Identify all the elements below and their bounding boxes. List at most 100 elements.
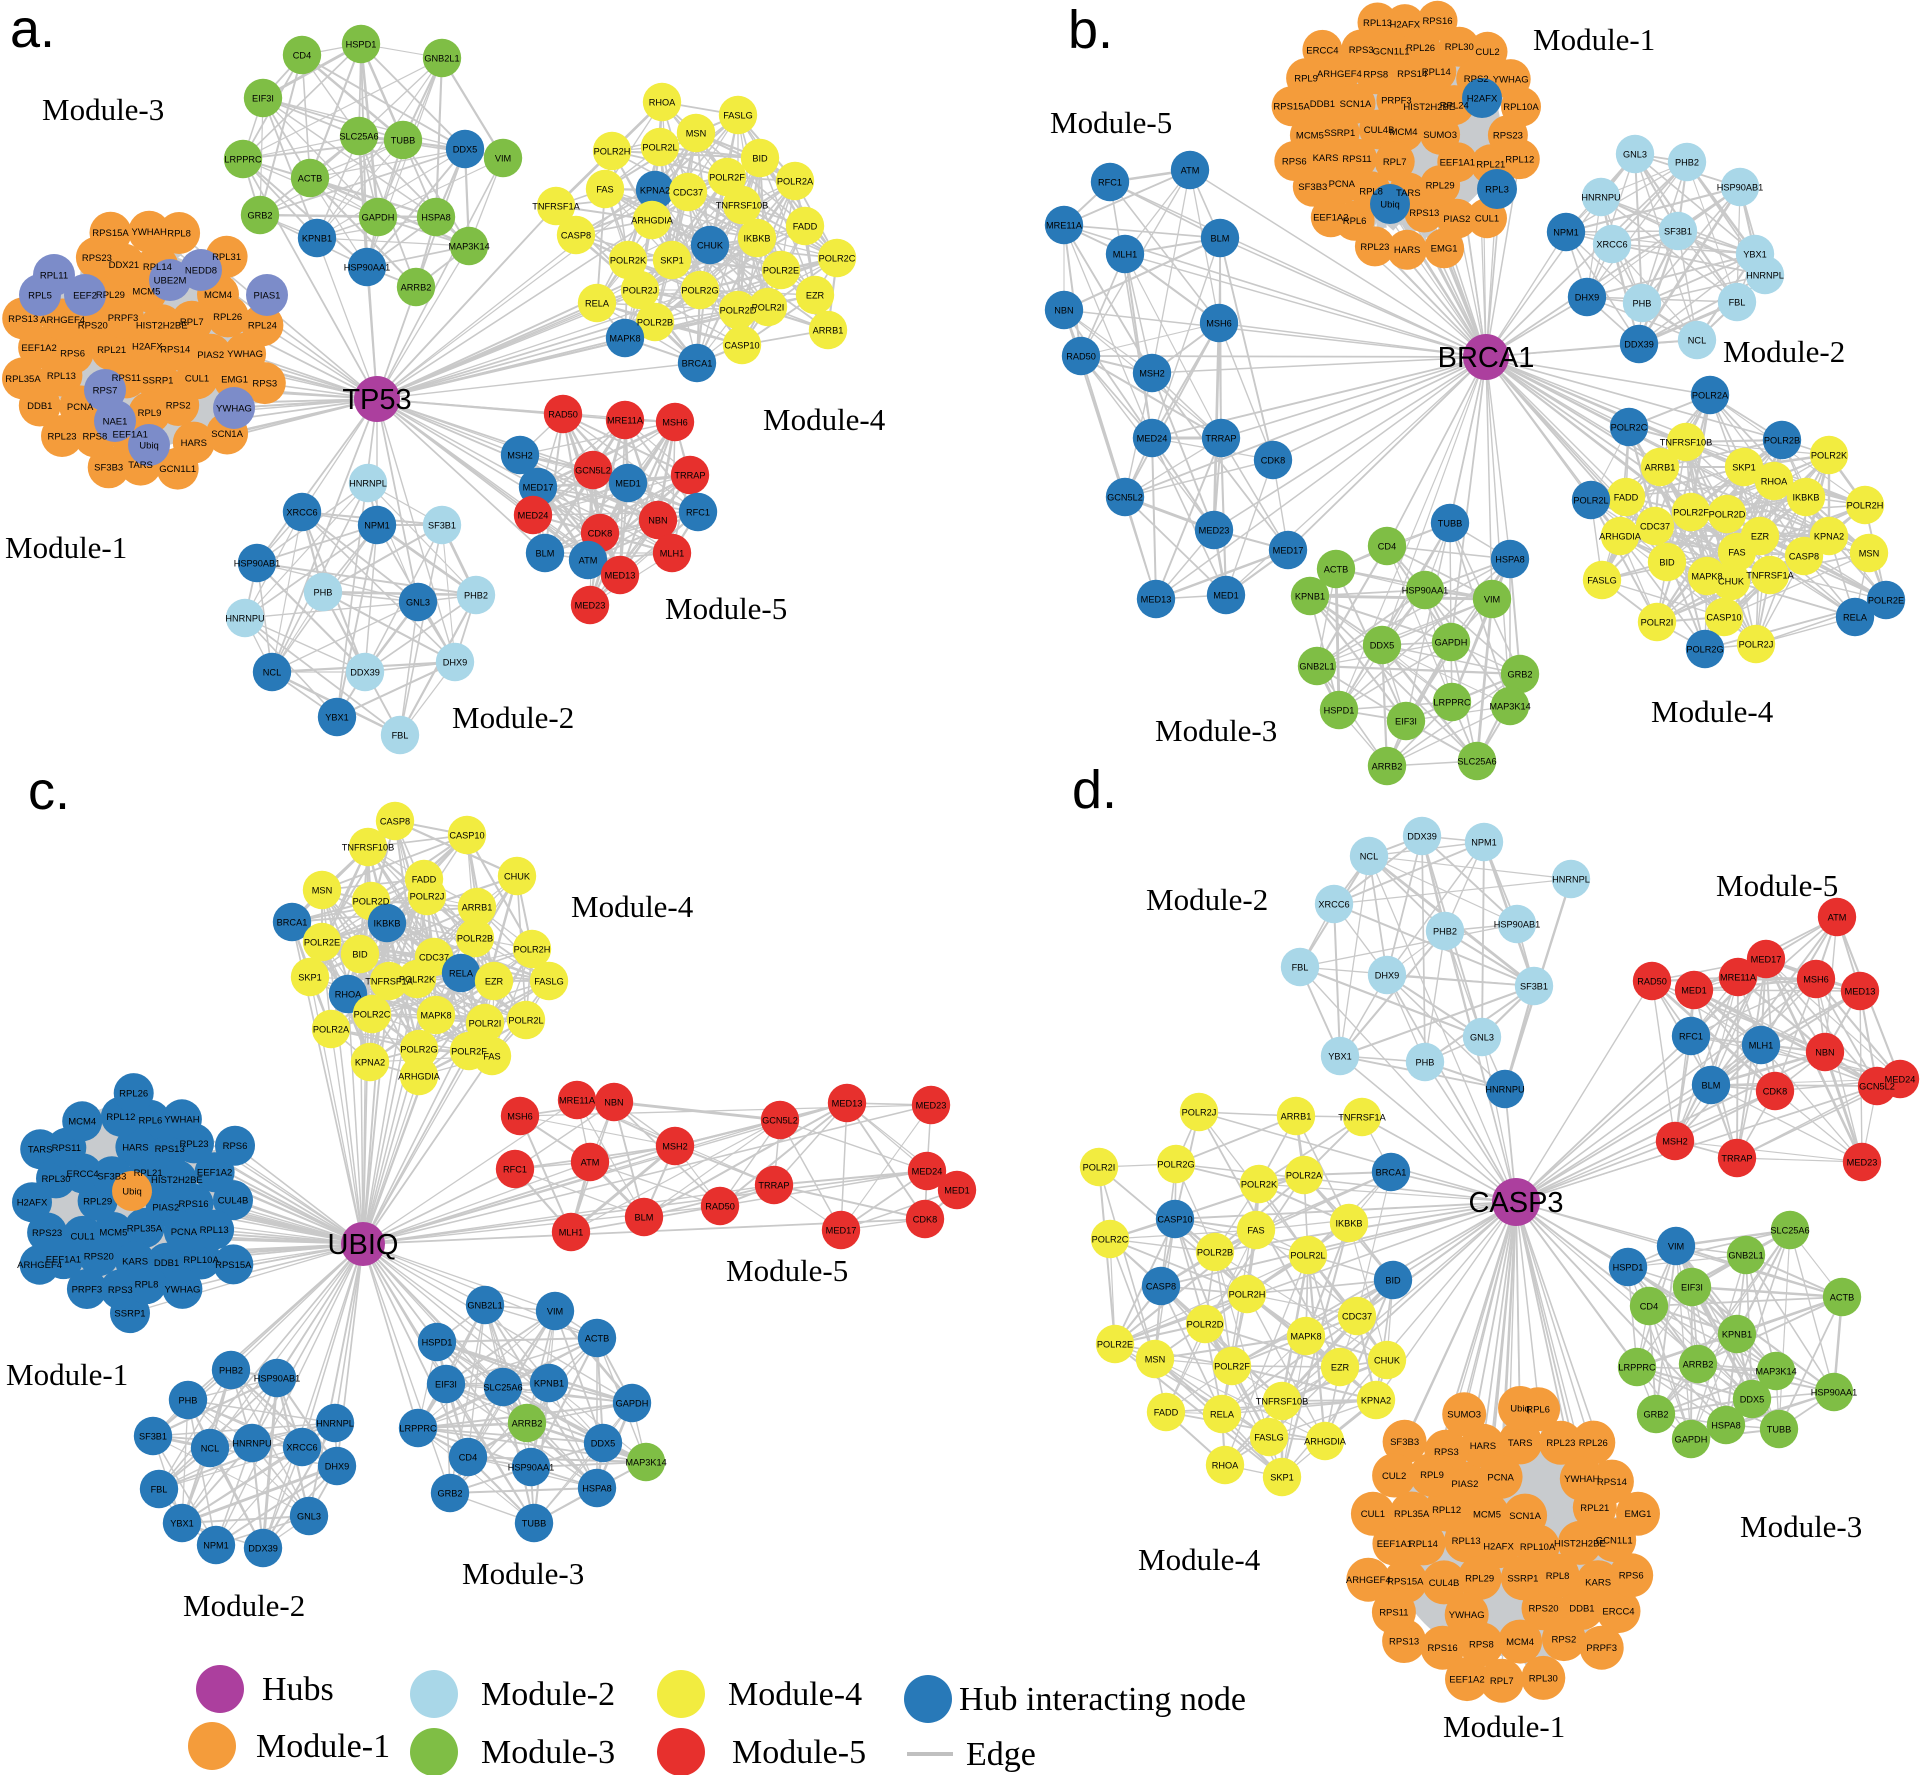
svg-text:HARS: HARS <box>181 438 207 449</box>
svg-text:PRPF3: PRPF3 <box>1586 1643 1617 1654</box>
svg-text:RPS11: RPS11 <box>1379 1608 1408 1619</box>
svg-text:GNB2L1: GNB2L1 <box>1299 661 1334 671</box>
svg-text:MED13: MED13 <box>832 1098 863 1108</box>
svg-text:CHUK: CHUK <box>504 871 531 881</box>
svg-text:TARS: TARS <box>128 460 153 471</box>
svg-text:MAPK8: MAPK8 <box>609 333 640 343</box>
svg-text:MLH1: MLH1 <box>1113 249 1138 259</box>
svg-text:XRCC6: XRCC6 <box>1596 239 1627 249</box>
svg-text:CASP8: CASP8 <box>380 816 410 826</box>
svg-text:VIM: VIM <box>495 153 511 163</box>
svg-text:MED17: MED17 <box>1273 545 1304 555</box>
svg-text:RPS15A: RPS15A <box>92 228 129 239</box>
svg-text:Module-2: Module-2 <box>452 700 574 735</box>
svg-text:SLC25A6: SLC25A6 <box>1770 1225 1809 1235</box>
svg-text:EMG1: EMG1 <box>1431 244 1458 255</box>
svg-text:RPL13: RPL13 <box>47 371 76 382</box>
svg-text:Module-5: Module-5 <box>732 1734 866 1771</box>
svg-text:SCN1A: SCN1A <box>1340 99 1372 110</box>
svg-text:EIF3I: EIF3I <box>1395 716 1417 726</box>
svg-text:ATM: ATM <box>1181 165 1200 175</box>
svg-text:POLR2H: POLR2H <box>594 146 631 156</box>
svg-text:Module-4: Module-4 <box>571 889 694 924</box>
svg-text:POLR2B: POLR2B <box>637 317 673 327</box>
svg-text:RPL11: RPL11 <box>40 270 68 281</box>
svg-text:Module-3: Module-3 <box>462 1556 584 1591</box>
svg-text:CASP10: CASP10 <box>1157 1214 1192 1224</box>
svg-text:EEF1A1: EEF1A1 <box>113 430 148 441</box>
svg-text:RELA: RELA <box>449 968 474 978</box>
svg-text:MCM5: MCM5 <box>132 287 160 298</box>
svg-text:KPNB1: KPNB1 <box>534 1378 564 1388</box>
svg-text:YWHAH: YWHAH <box>1564 1474 1600 1485</box>
svg-text:Ubiq: Ubiq <box>1380 199 1400 210</box>
svg-text:RPS3: RPS3 <box>252 379 277 390</box>
svg-text:RPL21: RPL21 <box>97 345 126 356</box>
svg-text:MSN: MSN <box>686 128 706 138</box>
svg-text:MAP3K14: MAP3K14 <box>625 1457 666 1467</box>
svg-text:POLR2F: POLR2F <box>1673 507 1709 517</box>
svg-text:RFC1: RFC1 <box>686 507 710 517</box>
svg-text:ARRB2: ARRB2 <box>512 1418 543 1428</box>
svg-text:EEF1A2: EEF1A2 <box>1313 213 1348 224</box>
svg-text:HIST2H2BE: HIST2H2BE <box>1403 102 1455 113</box>
svg-text:RPS16: RPS16 <box>1422 16 1452 27</box>
svg-text:DDX5: DDX5 <box>591 1438 616 1448</box>
svg-text:MRE11A: MRE11A <box>559 1095 596 1105</box>
svg-text:MSH6: MSH6 <box>1206 318 1232 328</box>
svg-text:RPS13: RPS13 <box>8 314 38 325</box>
svg-text:RPL7: RPL7 <box>1490 1676 1514 1687</box>
svg-text:ARHGEF4: ARHGEF4 <box>1346 1575 1391 1586</box>
svg-text:HNRNPU: HNRNPU <box>232 1438 271 1448</box>
svg-text:ARRB1: ARRB1 <box>1281 1111 1312 1121</box>
svg-text:EIF3I: EIF3I <box>1681 1282 1703 1292</box>
svg-text:DDX5: DDX5 <box>1740 1394 1765 1404</box>
svg-text:SCN1A: SCN1A <box>1509 1511 1541 1522</box>
svg-text:MCM4: MCM4 <box>68 1117 96 1128</box>
svg-text:RPL14: RPL14 <box>143 262 172 273</box>
svg-text:GNL3: GNL3 <box>1623 149 1647 159</box>
svg-text:FADD: FADD <box>1154 1407 1179 1417</box>
svg-text:CASP10: CASP10 <box>724 340 759 350</box>
svg-text:FBL: FBL <box>151 1484 168 1494</box>
svg-text:POLR2C: POLR2C <box>819 253 856 263</box>
svg-text:FAS: FAS <box>483 1051 500 1061</box>
svg-text:KPNA2: KPNA2 <box>1814 531 1844 541</box>
svg-text:EEF1A1: EEF1A1 <box>1377 1539 1412 1550</box>
svg-text:MAPK8: MAPK8 <box>1290 1331 1321 1341</box>
svg-text:POLR2C: POLR2C <box>354 1009 391 1019</box>
svg-text:RPL21: RPL21 <box>134 1168 163 1179</box>
svg-text:LRPPRC: LRPPRC <box>1618 1362 1656 1372</box>
svg-text:MED24: MED24 <box>912 1166 943 1176</box>
svg-text:CHUK: CHUK <box>697 240 724 250</box>
svg-text:Module-4: Module-4 <box>763 402 886 437</box>
svg-text:PCNA: PCNA <box>171 1227 198 1238</box>
svg-text:DDB1: DDB1 <box>1310 99 1335 110</box>
svg-text:RELA: RELA <box>585 298 610 308</box>
svg-text:YBX1: YBX1 <box>1328 1051 1352 1061</box>
svg-text:KPNA2: KPNA2 <box>355 1057 385 1067</box>
svg-text:SF3B3: SF3B3 <box>94 463 123 474</box>
svg-text:RPL6: RPL6 <box>1526 1405 1550 1416</box>
svg-text:FADD: FADD <box>1614 492 1639 502</box>
svg-text:MED23: MED23 <box>916 1100 947 1110</box>
svg-text:GNL3: GNL3 <box>297 1511 321 1521</box>
svg-text:IKBKB: IKBKB <box>373 918 400 928</box>
svg-text:Hub interacting node: Hub interacting node <box>959 1681 1246 1718</box>
svg-text:XRCC6: XRCC6 <box>1318 899 1349 909</box>
svg-text:IKBKB: IKBKB <box>743 233 770 243</box>
svg-text:BLM: BLM <box>1211 233 1230 243</box>
svg-text:RPL29: RPL29 <box>83 1196 112 1207</box>
svg-text:MED13: MED13 <box>1141 594 1172 604</box>
svg-text:NPM1: NPM1 <box>364 520 390 530</box>
svg-text:RPS23: RPS23 <box>1493 131 1523 142</box>
svg-text:RPS14: RPS14 <box>1397 69 1427 80</box>
svg-text:EZR: EZR <box>485 976 504 986</box>
svg-text:XRCC6: XRCC6 <box>286 507 317 517</box>
svg-text:MLH1: MLH1 <box>559 1227 584 1237</box>
svg-text:GAPDH: GAPDH <box>1675 1434 1708 1444</box>
svg-text:POLR2E: POLR2E <box>763 265 799 275</box>
svg-text:RPL23: RPL23 <box>1546 1438 1575 1449</box>
svg-text:ARHGDIA: ARHGDIA <box>398 1071 441 1081</box>
svg-text:RHOA: RHOA <box>335 989 362 999</box>
